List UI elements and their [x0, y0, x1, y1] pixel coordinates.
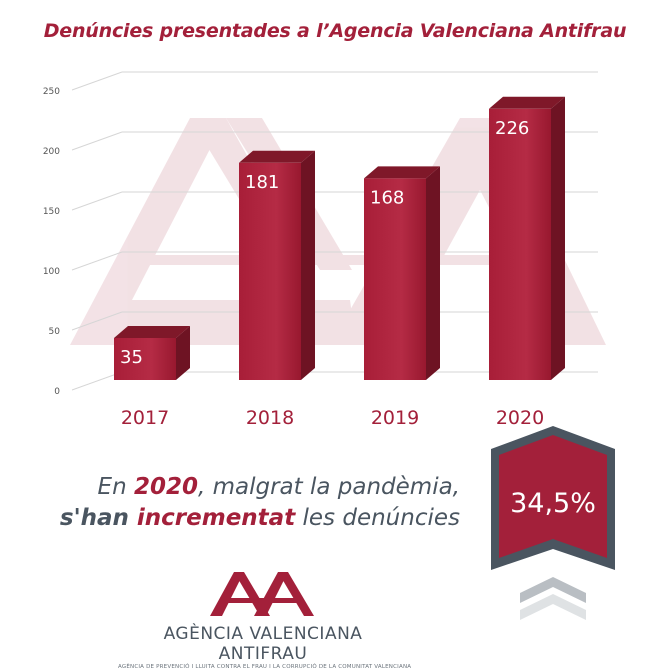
bar-value-label: 226: [495, 118, 529, 139]
y-tick-label: 200: [43, 147, 60, 157]
agency-logo: AGÈNCIA VALENCIANA ANTIFRAU AGÈNCIA DE P…: [118, 568, 412, 670]
bar-front: [114, 338, 176, 380]
bar-top: [239, 150, 315, 163]
grid-line: [71, 311, 123, 331]
bar-value-label: 168: [370, 187, 404, 208]
bar-top: [114, 326, 190, 338]
grid-line: [71, 71, 123, 91]
bar-chart: 0 50 100 150 200 250 35 181 168 226 2017 2018 2019…: [43, 71, 606, 429]
headline-incremented: incrementat: [136, 505, 296, 531]
headline-text: , malgrat la pandèmia,: [197, 474, 460, 500]
headline-year: 2020: [133, 474, 198, 500]
grid-line: [71, 191, 123, 211]
badge-fill: [499, 435, 607, 558]
agency-subtitle: AGÈNCIA DE PREVENCIÓ I LLUITA CONTRA EL …: [118, 664, 412, 670]
headline-text: En: [97, 474, 134, 500]
bar: 35: [114, 326, 190, 380]
grid-line: [71, 131, 123, 151]
y-tick-label: 150: [43, 207, 60, 217]
bar: 181: [239, 150, 315, 380]
y-tick-label: 250: [43, 87, 60, 97]
agency-logo-icon: [210, 572, 314, 616]
chevron-up-icon: [520, 577, 586, 603]
x-tick-label: 2017: [121, 407, 169, 429]
y-tick-label: 50: [49, 327, 61, 337]
bar-side: [176, 326, 190, 380]
bar: 226: [489, 96, 565, 381]
y-axis: 0 50 100 150 200 250: [43, 87, 60, 397]
bars: 35 181 168 226: [114, 96, 565, 381]
chart-title: Denúncies presentades a l’Agencia Valenc…: [43, 20, 627, 42]
x-tick-label: 2019: [371, 407, 419, 429]
chevron-up-icon: [520, 594, 586, 620]
bar-front: [239, 162, 301, 380]
headline-line-2: s'han incrementat les denúncies: [50, 503, 460, 534]
x-axis: 2017 2018 2019 2020: [121, 407, 544, 429]
bar: 168: [364, 166, 440, 380]
agency-name: AGÈNCIA VALENCIANA ANTIFRAU: [163, 624, 363, 664]
headline-line-1: En 2020, malgrat la pandèmia,: [50, 472, 460, 503]
headline-text: les denúncies: [295, 505, 461, 531]
bar-value-label: 181: [245, 172, 279, 193]
bar-front: [489, 108, 551, 381]
x-tick-label: 2020: [496, 407, 544, 429]
bar-top: [364, 166, 440, 179]
bar-value-label: 35: [120, 347, 143, 368]
bar-side: [426, 166, 440, 380]
grid-line: [71, 251, 123, 271]
y-tick-label: 100: [43, 267, 60, 277]
percent-badge: 34,5%: [491, 426, 615, 620]
headline: En 2020, malgrat la pandèmia, s'han incr…: [50, 472, 460, 534]
bar-front: [364, 178, 426, 380]
bar-top: [489, 96, 565, 109]
grid-line: [71, 371, 123, 391]
bar-side: [551, 96, 565, 381]
x-tick-label: 2018: [246, 407, 294, 429]
bar-side: [301, 150, 315, 380]
headline-text: s'han: [59, 505, 137, 531]
badge-percent: 34,5%: [510, 488, 596, 519]
y-tick-label: 0: [54, 387, 60, 397]
